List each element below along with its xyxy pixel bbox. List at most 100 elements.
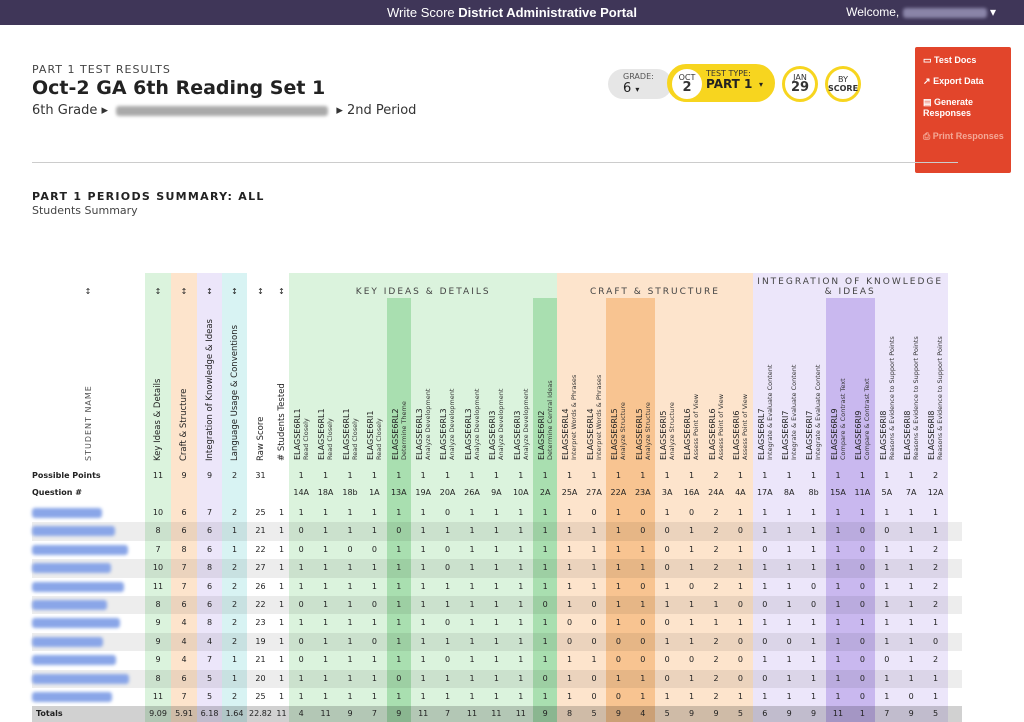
question-number: 18A [317,488,334,497]
summary-column-header[interactable]: Language Usage & Conventions [229,324,240,461]
student-name-redacted[interactable] [32,544,128,555]
question-column-bg [728,298,753,722]
question-score: 1 [811,636,817,646]
question-score: 1 [640,692,646,701]
question-score: 0 [933,636,939,646]
question-score: 1 [371,692,377,701]
total-value: 9 [396,709,402,718]
standard-desc: Analyze Development [521,388,530,460]
breadcrumb-school-redacted[interactable] [116,105,329,116]
question-score: 0 [640,508,646,517]
student-name-header[interactable]: STUDENT NAME [84,385,93,461]
table-row[interactable] [32,522,962,541]
student-name-redacted[interactable] [32,636,103,647]
question-score: 1 [689,673,695,683]
question-score: 1 [298,581,304,591]
question-score: 1 [347,673,353,683]
question-score: 1 [615,508,621,517]
question-score: 0 [664,563,670,573]
question-score: 1 [445,692,451,701]
breadcrumb-period[interactable]: 2nd Period [347,103,417,118]
question-column-bg [630,298,655,722]
question-number: 16A [683,488,700,497]
standard-desc: Read Closely [326,418,335,460]
student-name-redacted[interactable] [32,692,112,702]
question-score: 1 [396,600,402,609]
sort-icon[interactable]: ↕ [257,287,264,296]
question-score: 0 [640,581,646,591]
sort-icon[interactable]: ↕ [278,287,285,296]
question-score: 1 [567,544,573,554]
question-score: 1 [786,692,792,701]
question-score: 1 [811,544,817,554]
student-name-redacted[interactable] [32,563,111,574]
student-name-redacted[interactable] [32,618,120,629]
sort-icon[interactable]: ↕ [206,287,213,296]
test-date-oct[interactable]: OCT 2 [669,66,705,102]
question-score: 1 [835,636,841,646]
table-row[interactable] [32,632,962,652]
student-name-redacted[interactable] [32,508,102,518]
summary-score: 1 [278,600,285,609]
table-row[interactable] [32,596,962,615]
chevron-down-icon[interactable]: ▾ [759,80,764,89]
question-number: 10A [512,488,529,497]
sort-icon[interactable]: ↕ [231,287,238,296]
user-menu[interactable]: Welcome, ▾ [846,5,996,19]
question-score: 1 [420,673,426,683]
question-score: 1 [323,673,329,683]
question-score: 2 [713,526,719,536]
table-row[interactable] [32,559,962,578]
student-name-redacted[interactable] [32,600,107,610]
question-score: 1 [420,581,426,591]
column-bg [222,273,247,722]
sort-icon[interactable]: ↕ [154,287,162,296]
sort-icon[interactable]: ↕ [180,287,188,296]
question-score: 1 [811,692,817,701]
question-score: 1 [567,600,573,609]
question-column-bg [679,298,704,722]
question-score: 1 [835,618,841,628]
summary-score: 7 [181,692,187,701]
summary-column-header[interactable]: Integration of Knowledge & Ideas [204,319,215,461]
question-column-bg [533,298,558,722]
possible-points-value: 1 [786,471,792,480]
question-score: 2 [713,655,719,665]
export-data-button[interactable]: ↗ Export Data [923,76,984,86]
breadcrumb-grade[interactable]: 6th Grade [32,103,98,118]
question-score: 1 [298,692,304,701]
total-value: 9 [713,709,719,718]
question-score: 1 [469,673,475,683]
date-jan[interactable]: JAN 29 [782,66,818,102]
question-score: 1 [615,673,621,683]
document-icon: ▭ [923,55,932,65]
question-score: 1 [591,544,597,554]
question-score: 1 [786,581,792,591]
summary-score: 1 [231,544,238,554]
test-docs-button[interactable]: ▭ Test Docs [923,55,977,65]
summary-column-header[interactable]: # Students Tested [276,383,287,461]
grade-select[interactable]: GRADE: 6 ▾ [608,69,672,99]
sort-icon[interactable]: ↕ [84,287,92,296]
standard-code: ELAGSE6RL5 [610,408,620,460]
by-score-toggle[interactable]: BY SCORE [825,66,861,102]
question-score: 1 [567,655,573,665]
generate-responses-button[interactable]: ▤ Generate Responses [923,97,974,118]
question-score: 1 [664,692,670,701]
table-row[interactable] [32,669,962,688]
student-name-redacted[interactable] [32,526,115,537]
summary-column-header[interactable]: Key Ideas & Details [153,378,163,461]
student-name-redacted[interactable] [32,655,116,666]
question-score: 1 [347,692,353,701]
student-name-redacted[interactable] [32,673,129,684]
summary-column-header[interactable]: Craft & Structure [179,388,189,461]
student-name-redacted[interactable] [32,581,124,592]
question-score: 1 [762,581,768,591]
summary-score: 4 [206,636,213,646]
question-score: 1 [640,600,646,609]
summary-score: 6 [181,526,187,536]
question-score: 1 [396,581,402,591]
question-score: 0 [811,600,817,609]
summary-column-header[interactable]: Raw Score [255,416,266,461]
standard-desc: Determine Theme [399,401,408,460]
